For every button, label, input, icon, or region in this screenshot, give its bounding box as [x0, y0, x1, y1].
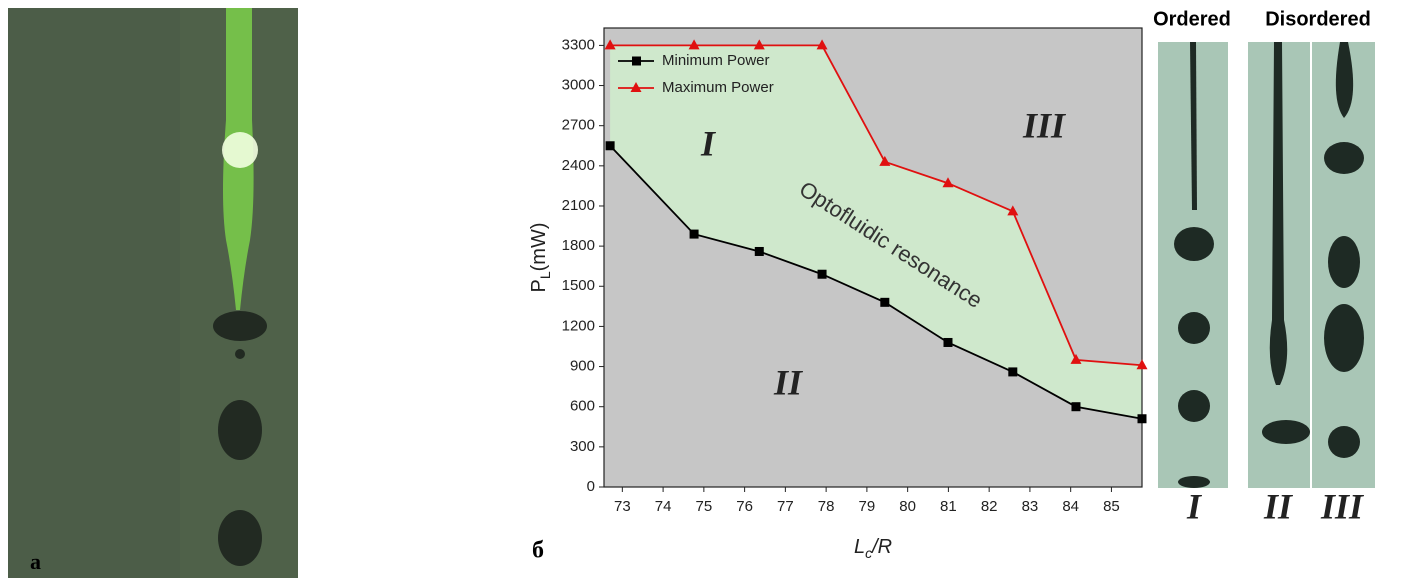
marker: [1137, 414, 1147, 424]
photo-panel: a: [8, 8, 298, 578]
chart: 0 300 600 900 1200 1500 1800 2100 2400 2700 3000 33…: [528, 27, 1148, 564]
x-tick-label: 82: [981, 498, 998, 515]
marker: [1070, 353, 1082, 364]
y-tick-label: 0: [587, 478, 595, 495]
label-part: c: [865, 545, 872, 561]
marker: [879, 155, 891, 166]
marker: [689, 229, 699, 239]
resonance-area: [610, 45, 1142, 419]
y-tick-label: 2100: [562, 197, 595, 214]
strip-label: I: [1186, 486, 1203, 526]
x-tick-label: 83: [1022, 498, 1039, 515]
label-part: /R: [870, 536, 892, 558]
strip-label: II: [1263, 486, 1294, 526]
marker: [1136, 359, 1148, 370]
photo-strips: Ordered Disordered I II III: [1153, 8, 1375, 526]
y-tick-label: 300: [570, 438, 595, 455]
strip-header: Disordered: [1265, 8, 1371, 30]
y-tick-label: 1200: [562, 317, 595, 334]
marker: [1071, 402, 1081, 412]
y-tick-label: 2400: [562, 157, 595, 174]
label-part: P: [528, 279, 550, 292]
x-tick-label: 76: [736, 498, 753, 515]
region-label: II: [773, 362, 804, 402]
strip-label: III: [1320, 486, 1365, 526]
label-part: (mW): [528, 223, 550, 272]
region-label: III: [1022, 105, 1067, 145]
panel-label: a: [30, 549, 41, 574]
y-label: PL(mW): [528, 223, 552, 293]
x-tick-label: 80: [899, 498, 916, 515]
y-tick-label: 1500: [562, 277, 595, 294]
marker: [817, 269, 827, 279]
marker: [880, 297, 890, 307]
x-tick-label: 78: [818, 498, 835, 515]
y-tick-label: 1800: [562, 237, 595, 254]
legend-label: Minimum Power: [662, 52, 770, 69]
legend-label: Maximum Power: [662, 79, 774, 96]
y-tick-label: 2700: [562, 117, 595, 134]
marker: [754, 246, 764, 256]
plot-frame: [603, 27, 1143, 488]
label-part: L: [854, 536, 865, 558]
y-tick-label: 3300: [562, 36, 595, 53]
label-part: L: [537, 271, 553, 279]
y-tick-label: 900: [570, 358, 595, 375]
marker: [942, 177, 954, 188]
y-tick-label: 600: [570, 398, 595, 415]
strip-header: Ordered: [1153, 8, 1231, 30]
x-tick-label: 84: [1062, 498, 1079, 515]
marker: [604, 39, 616, 50]
x-tick-label: 74: [655, 498, 672, 515]
panel-label: б: [532, 538, 544, 564]
marker: [1007, 205, 1019, 216]
x-tick-label: 77: [777, 498, 794, 515]
x-label: Lc/R: [854, 536, 892, 560]
x-tick-label: 81: [940, 498, 957, 515]
x-tick-label: 85: [1103, 498, 1120, 515]
marker: [943, 337, 953, 347]
x-tick-label: 79: [859, 498, 876, 515]
marker: [688, 39, 700, 50]
region-label: I: [700, 123, 717, 163]
marker: [816, 39, 828, 50]
y-tick-label: 3000: [562, 77, 595, 94]
legend-marker: [630, 82, 642, 92]
x-tick-label: 75: [696, 498, 713, 515]
marker: [753, 39, 765, 50]
marker: [1008, 367, 1018, 377]
x-tick-label: 73: [614, 498, 631, 515]
marker: [605, 141, 615, 151]
legend-marker: [632, 56, 641, 66]
